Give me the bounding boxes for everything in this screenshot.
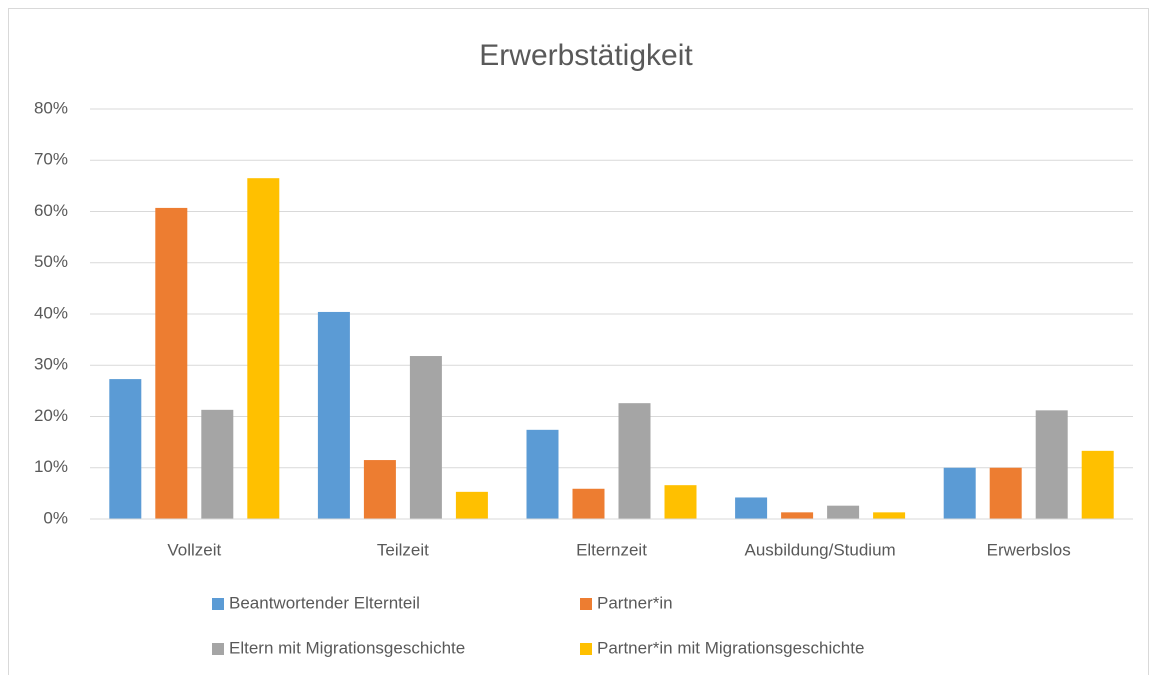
bar (1035, 410, 1068, 519)
bar (664, 485, 697, 519)
y-tick-label: 10% (34, 457, 68, 476)
bar (247, 178, 280, 519)
y-tick-label: 0% (43, 508, 68, 527)
legend-label: Beantwortender Elternteil (229, 593, 420, 612)
legend-label: Partner*in (597, 593, 673, 612)
x-tick-label: Teilzeit (377, 540, 429, 559)
bar (109, 379, 142, 519)
x-tick-label: Elternzeit (576, 540, 647, 559)
bar (201, 409, 234, 519)
legend-swatch (580, 598, 592, 610)
bar (155, 207, 188, 519)
legend-label: Partner*in mit Migrationsgeschichte (597, 638, 864, 657)
x-tick-label: Ausbildung/Studium (744, 540, 895, 559)
bar (526, 429, 559, 519)
bar (363, 460, 396, 519)
legend-swatch (212, 643, 224, 655)
bar (735, 497, 768, 519)
bar (572, 488, 605, 519)
bar (781, 512, 814, 519)
y-tick-label: 80% (34, 98, 68, 117)
y-tick-label: 50% (34, 252, 68, 271)
bar (618, 403, 651, 519)
y-tick-label: 20% (34, 406, 68, 425)
bar (989, 467, 1022, 519)
bar (873, 512, 906, 519)
y-tick-label: 40% (34, 303, 68, 322)
bar (1081, 450, 1114, 519)
chart-title: Erwerbstätigkeit (479, 39, 693, 72)
legend-swatch (580, 643, 592, 655)
legend-swatch (212, 598, 224, 610)
bar (455, 491, 488, 519)
chart-frame (8, 8, 1149, 675)
bar (317, 311, 350, 519)
y-tick-label: 60% (34, 201, 68, 220)
y-tick-label: 30% (34, 355, 68, 374)
bar (943, 467, 976, 519)
y-tick-label: 70% (34, 150, 68, 169)
bar (409, 356, 442, 519)
legend-label: Eltern mit Migrationsgeschichte (229, 638, 465, 657)
x-tick-label: Vollzeit (167, 540, 221, 559)
x-tick-label: Erwerbslos (987, 540, 1071, 559)
bar (827, 505, 860, 519)
